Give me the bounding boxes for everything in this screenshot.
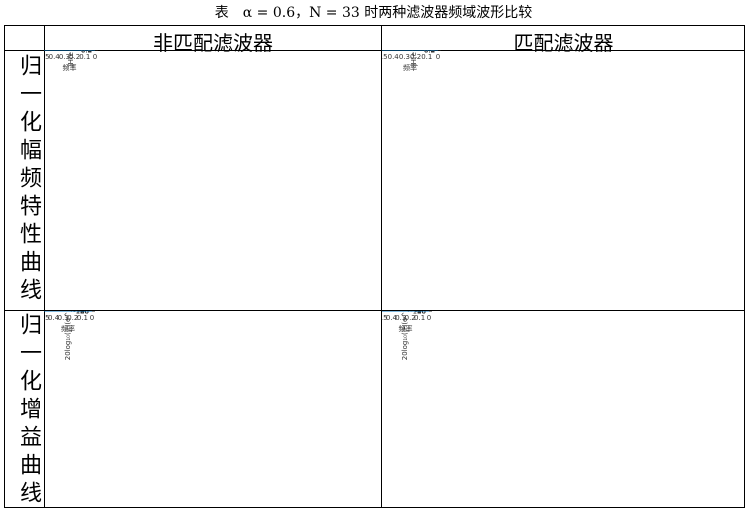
- y-tick-label: 0.6: [424, 50, 436, 55]
- y-tick-label: 0.9: [81, 50, 92, 55]
- y-tick-label: -100: [410, 311, 426, 316]
- chart: 00.10.20.30.40.500.10.20.30.40.50.60.70.…: [44, 50, 98, 72]
- x-tick-label: 0: [436, 53, 440, 61]
- y-tick-label: 0.4: [81, 50, 93, 55]
- y-tick-label: 0: [88, 50, 92, 55]
- y-tick-label: -160: [73, 311, 89, 316]
- y-tick-label: -40: [78, 311, 89, 316]
- x-tick-label: 0.5: [382, 314, 388, 322]
- y-tick-label: -50: [415, 311, 426, 316]
- y-tick-label: 0.2: [424, 50, 435, 55]
- x-tick-label: 0.2: [67, 314, 78, 322]
- y-tick-label: 0.4: [424, 50, 436, 55]
- column-header: 非匹配滤波器: [153, 31, 273, 55]
- y-tick-label: -80: [78, 311, 89, 316]
- x-tick-label: 0.3: [58, 314, 69, 322]
- y-tick-label: 0.5: [424, 50, 435, 55]
- column-header: 匹配滤波器: [513, 31, 614, 55]
- y-tick-label: 1: [88, 50, 92, 55]
- y-tick-label: 0.8: [424, 50, 435, 55]
- x-tick-label: 0.4: [386, 314, 398, 322]
- y-tick-label: 0.6: [81, 50, 93, 55]
- x-tick-label: 0: [427, 314, 431, 322]
- x-tick-label: 0.2: [405, 314, 416, 322]
- x-tick-label: 0: [93, 53, 97, 61]
- y-tick-label: 0.5: [81, 50, 92, 55]
- x-tick-label: 0.4: [49, 53, 61, 61]
- x-axis-label: 频率: [61, 324, 75, 333]
- y-tick-label: 0.8: [81, 50, 92, 55]
- row-label: 归一化增益曲线: [16, 313, 41, 509]
- x-tick-label: 0.5: [44, 53, 50, 61]
- y-tick-label: -90: [415, 311, 426, 316]
- y-tick-label: -10: [415, 311, 426, 316]
- y-tick-label: -60: [78, 311, 89, 316]
- y-tick-label: -80: [415, 311, 426, 316]
- x-axis-label: 频率: [63, 63, 77, 72]
- x-tick-label: 0.4: [388, 53, 400, 61]
- y-axis-label: |H(e^jω)|: [410, 50, 418, 67]
- y-tick-label: -30: [415, 311, 426, 316]
- chart: 00.10.20.30.40.500.10.20.30.40.50.60.70.…: [382, 50, 441, 72]
- y-tick-label: -20: [415, 311, 426, 316]
- y-axis-label: 20log₁₀(|H(e^jω)|/|H(e^j0)|): [64, 311, 72, 360]
- y-tick-label: 0: [431, 50, 435, 55]
- y-tick-label: -40: [415, 311, 426, 316]
- chart: 00.10.20.30.40.5 0-20-40-60-80-100-120-14…: [44, 311, 95, 360]
- y-tick-label: -100: [73, 311, 89, 316]
- y-tick-label: -60: [415, 311, 426, 316]
- x-tick-label: 0.4: [48, 314, 60, 322]
- y-tick-label: -70: [415, 311, 426, 316]
- x-tick-label: 0.1: [421, 53, 432, 61]
- y-tick-label: 0.7: [424, 50, 435, 55]
- y-tick-label: 0.3: [424, 50, 435, 55]
- y-tick-label: 0.1: [81, 50, 92, 55]
- y-axis-label: |H(e^jω)|: [67, 50, 75, 67]
- x-tick-label: 0.3: [395, 314, 406, 322]
- x-tick-label: 0.2: [410, 53, 421, 61]
- chart: 00.10.20.30.40.5 0-10-20-30-40-50-60-70-8…: [382, 311, 432, 360]
- y-tick-label: 0.1: [424, 50, 435, 55]
- x-tick-label: 0.3: [59, 53, 70, 61]
- y-tick-label: -140: [73, 311, 89, 316]
- y-tick-label: 0: [85, 311, 89, 316]
- x-axis-label: 频率: [399, 324, 413, 333]
- y-tick-label: 0.7: [81, 50, 92, 55]
- x-axis-label: 频率: [403, 63, 417, 72]
- x-tick-label: 0: [90, 314, 94, 322]
- x-tick-label: 0.5: [382, 53, 388, 61]
- x-tick-label: 0.1: [414, 314, 425, 322]
- y-axis-label: 20log₁₀(|H(e^jω)|/|H(e^j0)|): [401, 311, 409, 360]
- caption: 表 α = 0.6，N = 33 时两种滤波器频域波形比较: [214, 5, 533, 21]
- y-tick-label: 0: [422, 311, 426, 316]
- x-tick-label: 0.1: [79, 53, 90, 61]
- y-tick-label: 0.2: [81, 50, 92, 55]
- y-tick-label: 1: [431, 50, 435, 55]
- x-tick-label: 0.5: [44, 314, 50, 322]
- y-tick-label: 0.3: [81, 50, 92, 55]
- y-tick-label: -120: [73, 311, 89, 316]
- x-tick-label: 0.2: [69, 53, 80, 61]
- y-tick-label: 0.9: [424, 50, 435, 55]
- x-tick-label: 0.3: [399, 53, 410, 61]
- x-tick-label: 0.1: [77, 314, 88, 322]
- row-label: 归一化幅频特性曲线: [16, 54, 41, 306]
- y-tick-label: -20: [78, 311, 89, 316]
- y-tick-label: -180: [73, 311, 89, 316]
